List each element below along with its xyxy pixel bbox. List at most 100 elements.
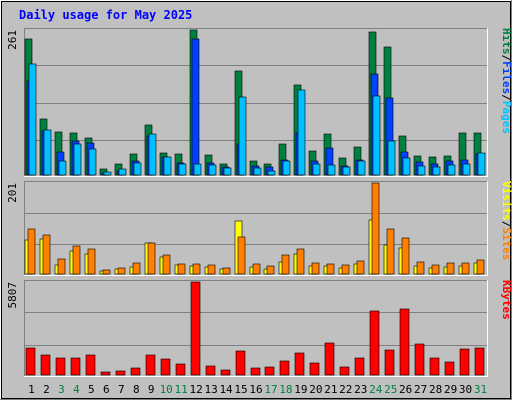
bar-kbytes-day-12 bbox=[190, 281, 201, 376]
plot-area bbox=[24, 28, 488, 177]
bar-pages-day-14 bbox=[223, 167, 232, 176]
day-label-5: 5 bbox=[88, 383, 95, 396]
panel-3: 5807 KBytes bbox=[6, 280, 512, 377]
day-label-15: 15 bbox=[234, 383, 247, 396]
bar-sites-day-12 bbox=[192, 263, 201, 275]
bar-pages-day-24 bbox=[372, 95, 381, 176]
bar-sites-day-27 bbox=[416, 261, 425, 275]
bar-sites-day-28 bbox=[431, 264, 440, 275]
day-label-6: 6 bbox=[103, 383, 110, 396]
day-label-7: 7 bbox=[118, 383, 125, 396]
day-label-28: 28 bbox=[429, 383, 442, 396]
day-label-30: 30 bbox=[459, 383, 472, 396]
day-label-23: 23 bbox=[354, 383, 367, 396]
bar-kbytes-day-11 bbox=[175, 363, 186, 376]
panel-2: 201 Visits/Sites bbox=[6, 181, 512, 276]
bar-sites-day-16 bbox=[252, 263, 261, 275]
max-value-label: 5807 bbox=[6, 282, 19, 309]
bar-sites-day-22 bbox=[341, 264, 350, 275]
bar-sites-day-13 bbox=[207, 264, 216, 275]
max-value-label: 261 bbox=[6, 30, 19, 50]
bar-pages-day-25 bbox=[387, 140, 396, 176]
day-axis-labels: 1 2 3 4 5 6 7 8 9 10 11 12 13 14 15 16 17 18 19 20 21 22 23 24 2… bbox=[28, 383, 487, 396]
bar-sites-day-15 bbox=[237, 236, 246, 275]
bar-files-day-12 bbox=[191, 38, 200, 176]
bar-kbytes-day-8 bbox=[130, 367, 141, 376]
panel-1: 261 Hits/Files/Pages bbox=[6, 28, 512, 177]
bar-sites-day-24 bbox=[371, 182, 380, 275]
bar-pages-day-20 bbox=[312, 163, 321, 176]
legend: Visits/Sites bbox=[500, 181, 512, 261]
bar-kbytes-day-30 bbox=[459, 348, 470, 376]
bar-pages-day-3 bbox=[58, 160, 67, 176]
day-label-21: 21 bbox=[324, 383, 337, 396]
bar-pages-day-26 bbox=[402, 157, 411, 176]
bar-pages-day-8 bbox=[133, 162, 142, 176]
bar-pages-day-30 bbox=[462, 163, 471, 176]
bar-sites-day-26 bbox=[401, 237, 410, 275]
bar-sites-day-8 bbox=[132, 262, 141, 275]
max-value-label: 201 bbox=[6, 183, 19, 203]
legend: KBytes bbox=[500, 280, 512, 320]
bar-pages-day-13 bbox=[208, 164, 217, 176]
day-label-16: 16 bbox=[249, 383, 262, 396]
legend-pages: Pages bbox=[500, 101, 512, 134]
day-label-11: 11 bbox=[175, 383, 188, 396]
bar-kbytes-day-5 bbox=[85, 354, 96, 376]
bar-kbytes-day-20 bbox=[309, 362, 320, 376]
day-label-1: 1 bbox=[28, 383, 35, 396]
bar-pages-day-19 bbox=[297, 89, 306, 176]
day-label-27: 27 bbox=[414, 383, 427, 396]
bar-sites-day-31 bbox=[476, 259, 485, 275]
bar-sites-day-3 bbox=[57, 258, 66, 275]
bar-pages-day-22 bbox=[342, 166, 351, 176]
bar-kbytes-day-10 bbox=[160, 358, 171, 376]
bar-pages-day-6 bbox=[103, 171, 112, 176]
bar-kbytes-day-7 bbox=[115, 370, 126, 376]
bar-kbytes-day-22 bbox=[339, 366, 350, 376]
bar-sites-day-11 bbox=[177, 263, 186, 275]
bar-kbytes-day-25 bbox=[384, 349, 395, 376]
bar-pages-day-9 bbox=[148, 133, 157, 176]
bar-sites-day-29 bbox=[446, 262, 455, 275]
bar-sites-day-9 bbox=[147, 242, 156, 275]
bar-kbytes-day-17 bbox=[264, 366, 275, 376]
bar-kbytes-day-23 bbox=[354, 357, 365, 376]
bar-pages-day-5 bbox=[88, 148, 97, 176]
day-label-29: 29 bbox=[444, 383, 457, 396]
day-label-4: 4 bbox=[73, 383, 80, 396]
day-label-12: 12 bbox=[190, 383, 203, 396]
bar-kbytes-day-19 bbox=[294, 352, 305, 376]
day-label-31: 31 bbox=[474, 383, 487, 396]
bar-sites-day-17 bbox=[266, 265, 275, 275]
bar-kbytes-day-26 bbox=[399, 308, 410, 376]
bar-pages-day-10 bbox=[163, 156, 172, 176]
day-label-13: 13 bbox=[204, 383, 217, 396]
day-label-18: 18 bbox=[279, 383, 292, 396]
day-label-14: 14 bbox=[219, 383, 233, 396]
bar-pages-day-7 bbox=[118, 168, 127, 176]
bar-sites-day-6 bbox=[102, 269, 111, 275]
bar-sites-day-4 bbox=[72, 245, 81, 275]
bar-sites-day-20 bbox=[311, 262, 320, 275]
legend-files: Files bbox=[500, 61, 512, 94]
day-label-8: 8 bbox=[133, 383, 140, 396]
bar-sites-day-7 bbox=[117, 267, 126, 275]
bar-kbytes-day-15 bbox=[235, 350, 246, 376]
bar-kbytes-day-31 bbox=[474, 347, 485, 376]
legend-separator: / bbox=[500, 55, 512, 62]
bar-kbytes-day-28 bbox=[429, 357, 440, 376]
day-label-2: 2 bbox=[43, 383, 50, 396]
bar-pages-day-29 bbox=[447, 164, 456, 176]
day-label-10: 10 bbox=[160, 383, 173, 396]
bar-pages-day-12 bbox=[193, 163, 202, 176]
legend-hits: Hits bbox=[500, 28, 512, 55]
bar-pages-day-1 bbox=[28, 63, 37, 176]
day-label-25: 25 bbox=[384, 383, 397, 396]
bar-sites-day-14 bbox=[222, 267, 231, 275]
bar-kbytes-day-18 bbox=[279, 360, 290, 376]
day-label-17: 17 bbox=[264, 383, 277, 396]
bar-sites-day-30 bbox=[461, 262, 470, 275]
